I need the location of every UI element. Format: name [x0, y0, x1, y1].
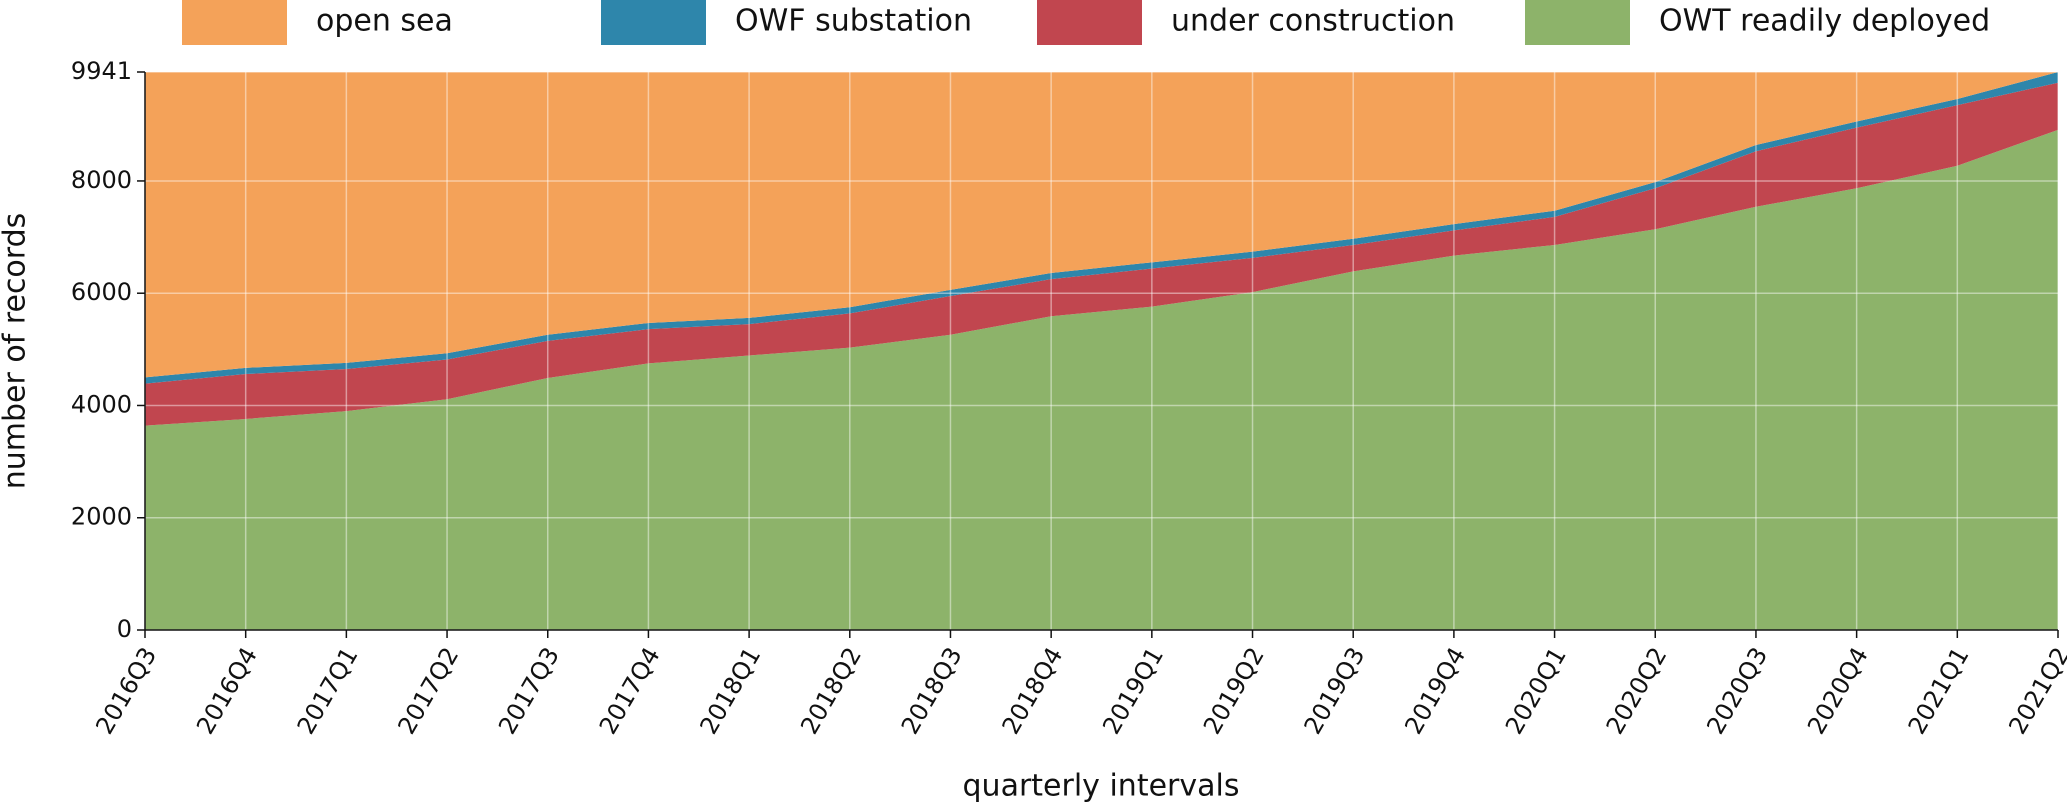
x-tick-label: 2017Q1	[292, 643, 364, 739]
x-tick-label: 2018Q4	[997, 643, 1069, 739]
x-tick-label: 2020Q2	[1601, 643, 1673, 739]
legend-label: open sea	[316, 4, 453, 39]
legend-label: OWF substation	[735, 4, 972, 39]
area	[145, 72, 2058, 378]
x-tick-label: 2018Q3	[896, 642, 968, 738]
legend-label: OWT readily deployed	[1659, 4, 1990, 39]
y-tick-label: 0	[117, 615, 132, 643]
x-tick-label: 2017Q2	[392, 643, 464, 739]
area	[145, 129, 2058, 630]
y-tick-label: 4000	[71, 390, 132, 418]
x-tick-label: 2020Q3	[1701, 643, 1773, 739]
x-tick-label: 2019Q4	[1399, 643, 1471, 739]
x-tick-label: 2020Q1	[1500, 643, 1572, 739]
x-tick-label: 2016Q4	[191, 643, 263, 739]
y-axis-label: number of records	[0, 213, 33, 490]
y-tick-label: 6000	[71, 278, 132, 306]
x-tick-label: 2021Q1	[1903, 643, 1975, 739]
x-tick-label: 2017Q3	[493, 643, 565, 739]
x-tick-label: 2019Q2	[1198, 643, 1270, 739]
x-tick-label: 2018Q2	[795, 643, 867, 739]
area	[145, 82, 2058, 426]
x-tick-label: 2018Q1	[694, 643, 766, 739]
y-tick-label: 8000	[71, 166, 132, 194]
legend-swatch	[1525, 0, 1630, 45]
x-tick-label: 2021Q2	[2003, 643, 2067, 739]
x-tick-label: 2019Q3	[1299, 643, 1371, 739]
x-tick-label: 2019Q1	[1097, 643, 1169, 739]
legend-swatch	[1037, 0, 1142, 45]
x-axis-label: quarterly intervals	[963, 769, 1240, 804]
x-tick-label: 2017Q4	[594, 643, 666, 739]
legend-label: under construction	[1171, 4, 1455, 39]
legend-swatch	[182, 0, 287, 45]
y-tick-label: 2000	[71, 503, 132, 531]
x-tick-label: 2016Q3	[90, 643, 162, 739]
y-tick-label: 9941	[71, 57, 132, 85]
legend-swatch	[601, 0, 706, 45]
x-tick-label: 2020Q4	[1802, 643, 1874, 739]
